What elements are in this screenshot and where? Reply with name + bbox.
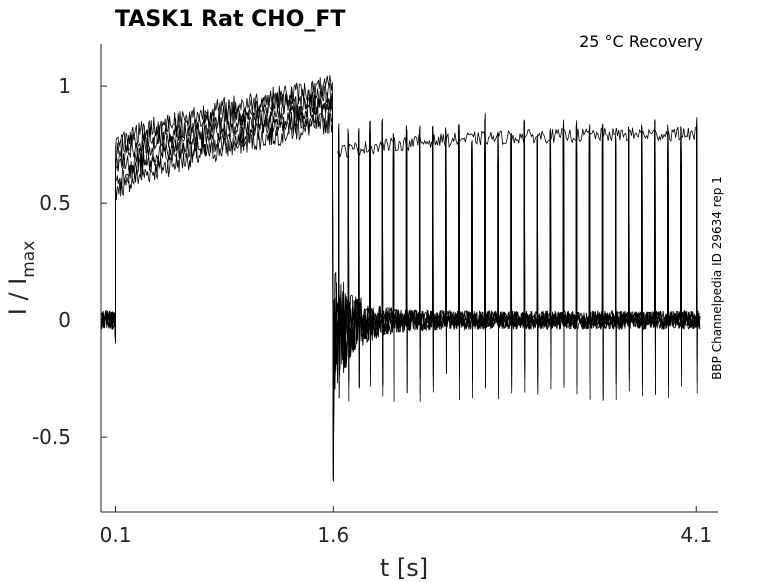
side-annotation: BBP Channelpedia ID 29634 rep 1 — [710, 176, 724, 380]
x-tick-label: 0.1 — [100, 523, 132, 547]
y-ticks: 1 0.5 0 -0.5 — [32, 74, 107, 449]
y-axis-label-subscript: max — [19, 241, 39, 278]
y-axis-label: I / Imax — [4, 241, 39, 316]
sweep-trace — [100, 111, 701, 482]
chart-subtitle: 25 °C Recovery — [579, 32, 703, 51]
y-tick-label: 0 — [58, 308, 71, 332]
y-tick-label: 0.5 — [39, 191, 71, 215]
sweep-trace — [100, 75, 701, 464]
y-tick-label: -0.5 — [32, 425, 71, 449]
x-ticks: 0.1 1.6 4.1 — [100, 506, 712, 547]
y-tick-label: 1 — [58, 74, 71, 98]
plot-area: 1 0.5 0 -0.5 0.1 1.6 4.1 — [32, 44, 718, 547]
x-tick-label: 4.1 — [680, 523, 712, 547]
chart-title: TASK1 Rat CHO_FT — [115, 7, 345, 32]
recovery-envelope — [337, 126, 696, 158]
y-axis-label-main: I / I — [4, 278, 32, 316]
data-traces — [100, 75, 701, 482]
x-axis-label: t [s] — [380, 554, 428, 582]
x-tick-label: 1.6 — [317, 523, 349, 547]
